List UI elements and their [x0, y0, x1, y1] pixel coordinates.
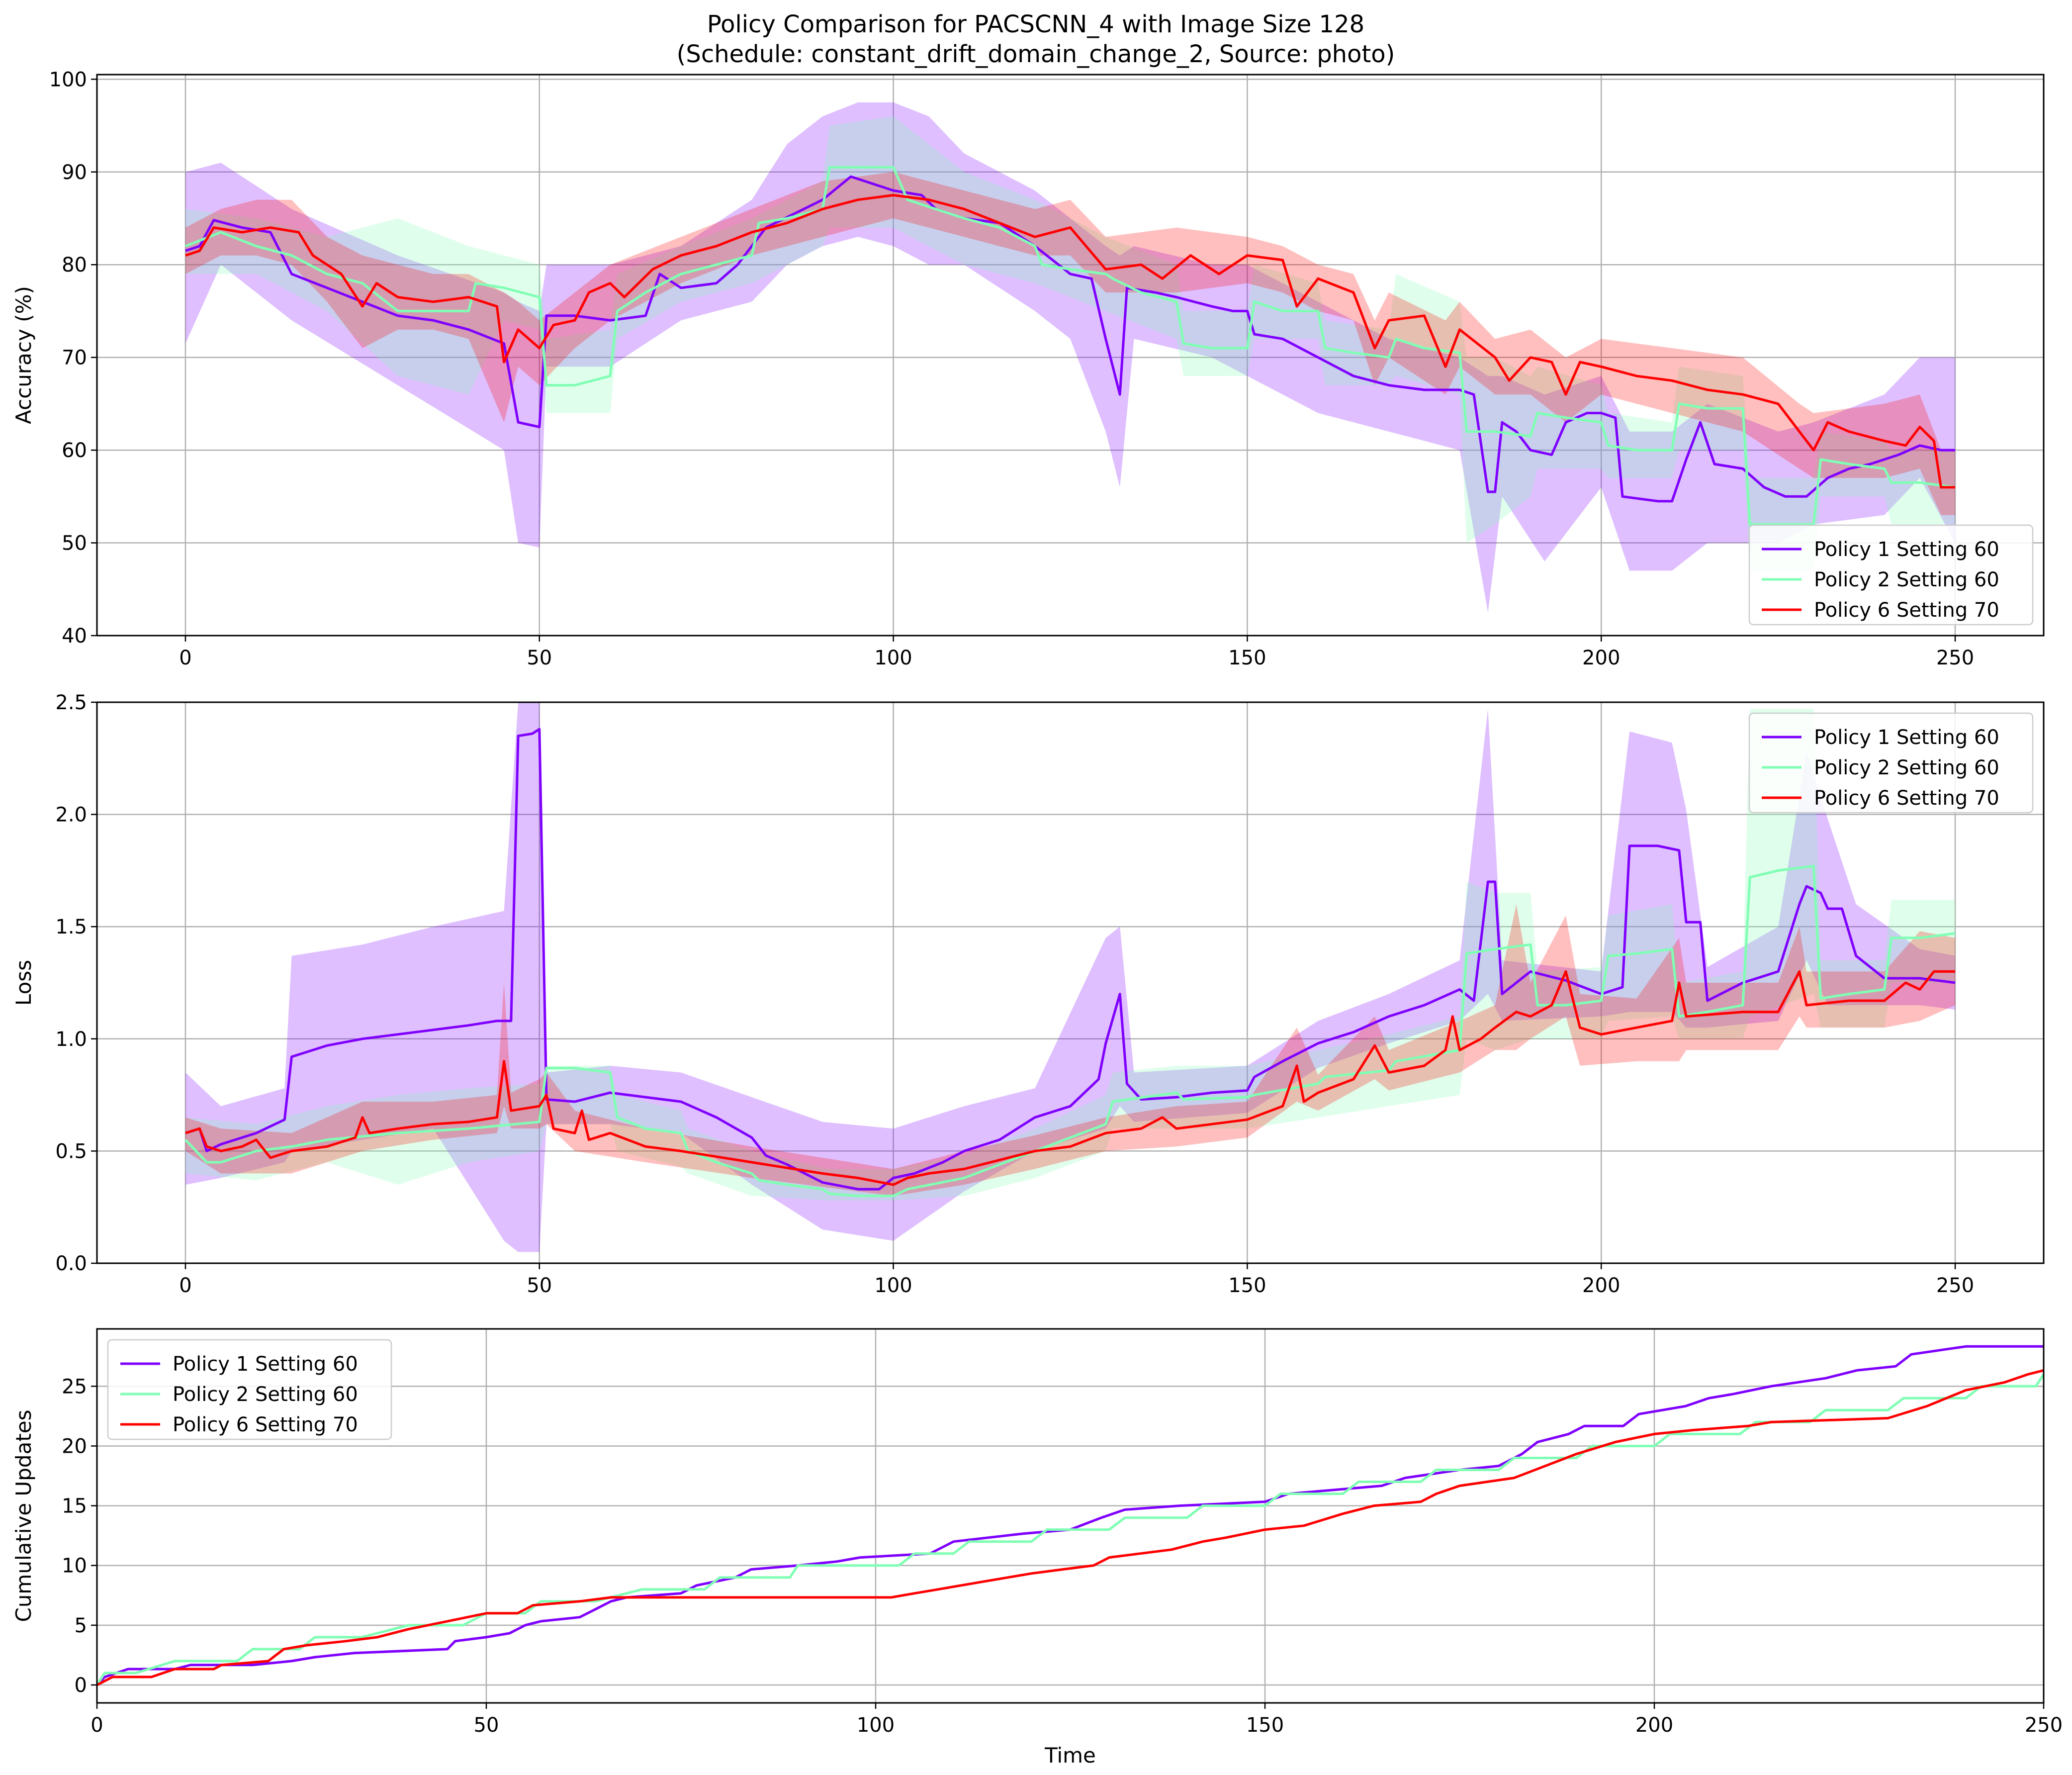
loss-x-tick-label: 200 — [1582, 1274, 1620, 1297]
updates-y-tick-label: 20 — [62, 1435, 87, 1458]
loss-y-tick-label: 1.5 — [55, 916, 87, 938]
loss-legend-box — [1748, 712, 2034, 814]
updates-legend: Policy 1 Setting 60 Policy 2 Setting 60 Po… — [107, 1339, 392, 1440]
accuracy-axes-frame — [96, 74, 2045, 637]
accuracy-x-tick-label: 0 — [179, 647, 191, 669]
updates-y-ticks: 0 5 10 15 20 25 — [62, 1375, 97, 1697]
updates-y-tick-label: 25 — [62, 1375, 87, 1398]
loss-legend-label-2: Policy 2 Setting 60 — [1814, 756, 1999, 779]
updates-y-tick-label: 15 — [62, 1495, 87, 1518]
loss-x-tick-label: 100 — [874, 1274, 912, 1297]
loss-x-tick-label: 250 — [1936, 1274, 1974, 1297]
figure-title-line1: Policy Comparison for PACSCNN_4 with Ima… — [707, 10, 1364, 38]
loss-y-tick-label: 2.0 — [55, 804, 87, 827]
updates-x-ticks: 0 50 100 150 200 250 — [90, 1703, 2063, 1737]
loss-y-tick-label: 0.0 — [55, 1252, 87, 1275]
updates-line-series-1 — [97, 1345, 2044, 1686]
updates-x-tick-label: 200 — [1635, 1714, 1673, 1737]
accuracy-line-series-3 — [185, 193, 1955, 489]
loss-axes-frame — [96, 701, 2045, 1264]
accuracy-legend-label-3: Policy 6 Setting 70 — [1814, 599, 1999, 622]
loss-band-series-3 — [185, 904, 1955, 1196]
updates-axes-frame — [96, 1328, 2045, 1704]
accuracy-y-tick-label: 80 — [62, 254, 87, 277]
updates-x-tick-label: 50 — [474, 1714, 499, 1737]
updates-x-tick-label: 100 — [857, 1714, 895, 1737]
accuracy-y-tick-label: 90 — [62, 161, 87, 184]
loss-legend-label-3: Policy 6 Setting 70 — [1814, 787, 1999, 810]
loss-x-tick-label: 50 — [527, 1274, 552, 1297]
accuracy-x-tick-label: 100 — [874, 647, 912, 669]
accuracy-x-tick-label: 200 — [1582, 647, 1620, 669]
accuracy-band-series-1 — [185, 102, 1955, 613]
accuracy-x-tick-label: 150 — [1228, 647, 1266, 669]
loss-line-series-3 — [185, 970, 1955, 1186]
updates-legend-box — [107, 1339, 392, 1440]
loss-y-tick-label: 2.5 — [55, 691, 87, 714]
accuracy-band-series-2 — [185, 116, 1955, 571]
accuracy-line-series-1 — [185, 175, 1955, 503]
accuracy-x-tick-label: 50 — [527, 647, 552, 669]
accuracy-x-ticks: 0 50 100 150 200 250 — [179, 636, 1974, 669]
updates-y-tick-label: 10 — [62, 1555, 87, 1578]
updates-lines — [97, 1345, 2044, 1686]
loss-y-ticks: 0.0 0.5 1.0 1.5 2.0 2.5 — [55, 691, 97, 1275]
accuracy-y-ticks: 40 50 60 70 80 90 100 — [49, 68, 97, 648]
updates-line-series-3 — [97, 1369, 2044, 1686]
loss-lines — [184, 728, 1956, 1198]
updates-y-tick-label: 5 — [75, 1614, 87, 1637]
loss-y-tick-label: 0.5 — [55, 1140, 87, 1163]
loss-band-series-1 — [185, 702, 1955, 1252]
loss-x-tick-label: 150 — [1228, 1274, 1266, 1297]
loss-x-ticks: 0 50 100 150 200 250 — [179, 1263, 1974, 1297]
updates-y-tick-label: 0 — [75, 1674, 87, 1697]
accuracy-legend-label-1: Policy 1 Setting 60 — [1814, 538, 1999, 561]
accuracy-y-tick-label: 50 — [62, 532, 87, 555]
accuracy-y-tick-label: 100 — [49, 68, 87, 91]
accuracy-x-tick-label: 250 — [1936, 647, 1974, 669]
updates-panel: 0 50 100 150 200 250 0 5 10 15 20 25 Cumulative Up… — [11, 1328, 2063, 1768]
figure-title-line2: (Schedule: constant_drift_domain_change_… — [677, 40, 1395, 68]
loss-line-series-1 — [185, 728, 1956, 1191]
loss-legend-label-1: Policy 1 Setting 60 — [1814, 726, 1999, 749]
updates-legend-label-2: Policy 2 Setting 60 — [173, 1383, 358, 1406]
loss-panel: 0 50 100 150 200 250 0.00.51.01.52.02.5 Loss … — [11, 691, 2045, 1297]
accuracy-y-tick-label: 70 — [62, 347, 87, 370]
accuracy-legend-label-2: Policy 2 Setting 60 — [1814, 568, 1999, 591]
updates-legend-label-3: Policy 6 Setting 70 — [173, 1413, 358, 1436]
accuracy-legend: Policy 1 Setting 60 Policy 2 Setting 60 Po… — [1748, 524, 2034, 626]
accuracy-line-series-2 — [185, 166, 1956, 526]
loss-y-tick-label: 1.0 — [55, 1028, 87, 1051]
accuracy-panel: 0 50 100 150 200 250 40 50 60 70 80 90 100 Accuracy… — [11, 68, 2045, 669]
accuracy-band-series-3 — [185, 172, 1955, 515]
accuracy-y-axis-label: Accuracy (%) — [11, 286, 36, 424]
accuracy-lines — [185, 166, 1956, 526]
accuracy-y-tick-label: 60 — [62, 439, 87, 462]
updates-x-tick-label: 150 — [1246, 1714, 1284, 1737]
updates-line-series-2 — [97, 1373, 2044, 1686]
updates-x-tick-label: 250 — [2025, 1714, 2063, 1737]
updates-y-axis-label: Cumulative Updates — [11, 1409, 36, 1622]
updates-x-tick-label: 0 — [90, 1714, 103, 1737]
loss-line-series-2 — [184, 864, 1956, 1198]
accuracy-legend-box — [1748, 524, 2034, 626]
accuracy-y-tick-label: 40 — [62, 625, 87, 648]
updates-x-axis-label: Time — [1044, 1743, 1096, 1768]
loss-legend: Policy 1 Setting 60 Policy 2 Setting 60 Po… — [1748, 712, 2034, 814]
loss-y-axis-label: Loss — [11, 960, 36, 1006]
loss-x-tick-label: 0 — [179, 1274, 191, 1297]
accuracy-bands — [185, 102, 1955, 613]
updates-legend-label-1: Policy 1 Setting 60 — [173, 1353, 358, 1376]
